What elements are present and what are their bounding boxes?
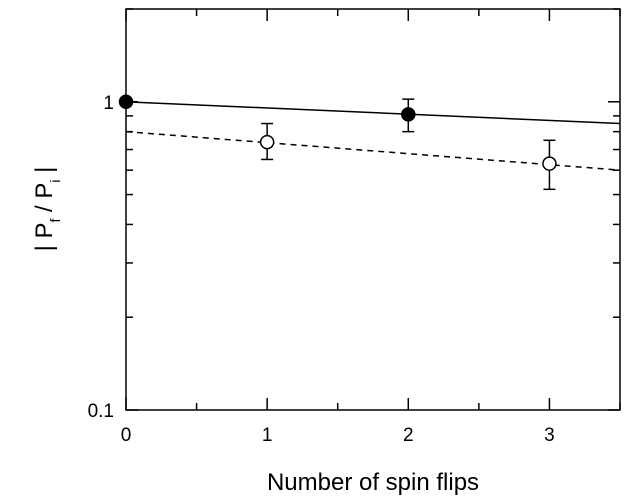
data-point-open [259, 134, 275, 150]
data-point-open [542, 156, 557, 171]
minor-ticks [126, 8, 621, 410]
data-point-filled [401, 107, 416, 122]
x-tick-labels: 0 1 2 3 [121, 425, 555, 446]
y-tick-label: 1 [103, 93, 114, 114]
y-tick-label: 0.1 [88, 401, 114, 422]
y-axis-label: | Pf / Pi | [31, 167, 63, 252]
fit-lines [125, 101, 621, 171]
y-tick-labels: 0.11 [88, 93, 114, 422]
x-axis-label: Number of spin flips [267, 469, 479, 496]
x-tick-label: 2 [403, 425, 414, 446]
x-tick-label: 0 [121, 425, 132, 446]
data-points [118, 94, 557, 171]
x-tick-label: 3 [544, 425, 555, 446]
svg-text:| Pf / Pi |: | Pf / Pi | [31, 167, 63, 252]
fit-line-solid [125, 101, 621, 125]
fit-line-dashed [125, 130, 621, 171]
major-ticks [125, 9, 620, 411]
x-tick-label: 1 [262, 425, 273, 446]
data-point-filled [118, 94, 134, 110]
plot-frame [125, 8, 621, 411]
